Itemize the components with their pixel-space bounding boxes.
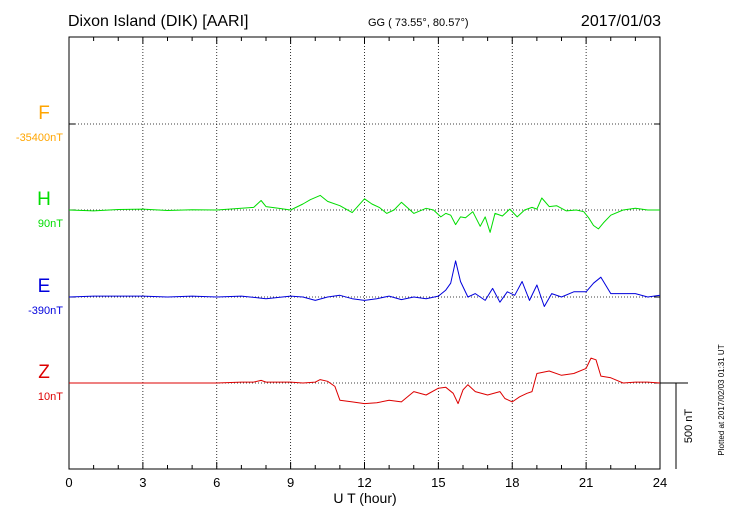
component-letter-e: E <box>38 276 51 297</box>
x-axis-label: U T (hour) <box>333 490 396 506</box>
x-tick-label: 6 <box>213 475 220 490</box>
series-line-e <box>68 260 661 307</box>
geo-coordinates: GG ( 73.55°, 80.57°) <box>368 17 469 29</box>
component-baseline-h: 90nT <box>38 218 63 230</box>
series-line-z <box>69 357 661 405</box>
x-tick-label: 24 <box>653 475 667 490</box>
component-labels: F -35400nT H 90nT E -390nT Z 10nT <box>16 103 63 403</box>
plotted-timestamp: Plotted at 2017/02/03 01:31 UT <box>717 344 726 455</box>
component-baseline-e: -390nT <box>28 305 63 317</box>
station-title: Dixon Island (DIK) [AARI] <box>68 13 249 30</box>
x-tick-label: 15 <box>431 475 445 490</box>
component-baseline-z: 10nT <box>38 391 63 403</box>
component-letter-h: H <box>37 189 51 210</box>
x-tick-label: 12 <box>357 475 371 490</box>
date-label: 2017/01/03 <box>581 13 661 30</box>
component-letter-f: F <box>38 103 50 124</box>
x-tick-label: 18 <box>505 475 519 490</box>
component-letter-z: Z <box>38 362 50 383</box>
x-axis: 0 3 6 9 12 15 18 21 24 <box>65 37 667 490</box>
x-tick-label: 9 <box>287 475 294 490</box>
component-baseline-f: -35400nT <box>16 132 63 144</box>
x-tick-label: 0 <box>65 475 72 490</box>
series-group <box>68 194 661 405</box>
grid <box>69 37 660 469</box>
series-line-h <box>68 194 660 233</box>
scale-bar-label: 500 nT <box>683 409 695 444</box>
scale-bar: 500 nT <box>660 382 695 469</box>
x-tick-label: 21 <box>579 475 593 490</box>
x-tick-label: 3 <box>139 475 146 490</box>
